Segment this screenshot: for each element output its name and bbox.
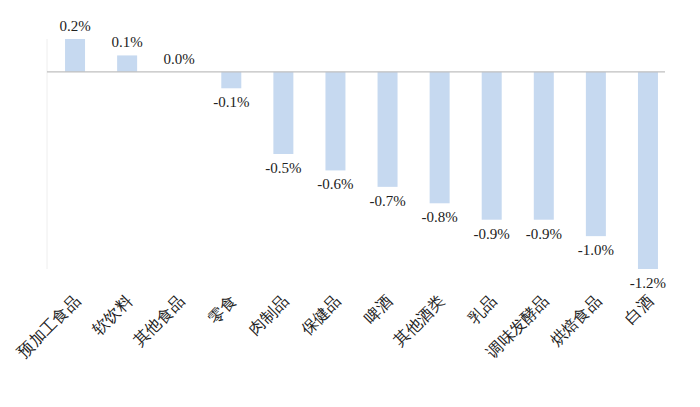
- bars: [65, 39, 658, 269]
- category-label: 软饮料: [89, 292, 135, 338]
- category-label: 调味发酵品: [483, 292, 552, 361]
- bar: [586, 72, 606, 236]
- zero-axis-line: [47, 71, 665, 72]
- bar: [221, 72, 241, 88]
- data-label: -0.7%: [369, 193, 405, 209]
- category-label: 零食: [205, 292, 240, 327]
- bar: [638, 72, 658, 269]
- bar: [117, 55, 137, 71]
- data-label: 0.0%: [164, 51, 195, 67]
- category-label: 其他食品: [130, 292, 187, 349]
- category-label: 其他酒类: [390, 292, 447, 349]
- category-label: 保健品: [298, 292, 344, 338]
- bar: [325, 72, 345, 171]
- category-label: 白酒: [621, 292, 656, 327]
- data-label: -0.9%: [526, 226, 562, 242]
- data-label: 0.2%: [59, 18, 90, 34]
- category-label: 烘焙食品: [547, 292, 604, 349]
- bar: [65, 39, 85, 72]
- data-label: -0.5%: [265, 160, 301, 176]
- bar: [482, 72, 502, 220]
- data-label: -1.2%: [630, 275, 666, 291]
- bar: [378, 72, 398, 187]
- category-label: 肉制品: [246, 292, 292, 338]
- data-label: -0.6%: [317, 176, 353, 192]
- data-label: -0.1%: [213, 94, 249, 110]
- category-label: 啤酒: [361, 292, 396, 327]
- bar: [534, 72, 554, 220]
- data-label: -0.9%: [474, 226, 510, 242]
- category-label: 预加工食品: [15, 292, 84, 361]
- data-label: -1.0%: [578, 242, 614, 258]
- data-label: -0.8%: [422, 209, 458, 225]
- chart: 0.2% 0.1% 0.0% -0.1% -0.5% -0.6% -0.7% -0.8% -0.…: [0, 0, 700, 407]
- bar: [273, 72, 293, 154]
- data-label: 0.1%: [112, 34, 143, 50]
- bar: [430, 72, 450, 203]
- category-label: 乳品: [465, 292, 500, 327]
- y-axis-line: [47, 39, 48, 269]
